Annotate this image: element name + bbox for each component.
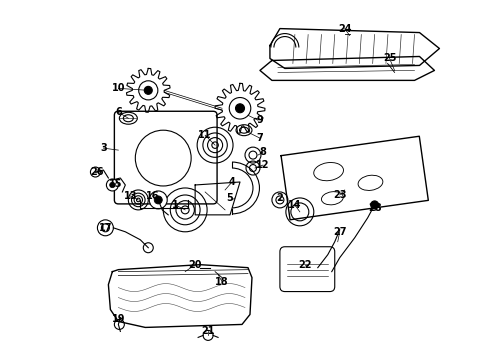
Text: 23: 23 [333,190,346,200]
Circle shape [144,86,152,94]
Text: 22: 22 [298,260,312,270]
Text: 19: 19 [112,314,125,324]
Text: 26: 26 [91,167,104,177]
Text: 13: 13 [123,191,137,201]
Text: 20: 20 [188,260,202,270]
Text: 6: 6 [115,107,122,117]
Text: 3: 3 [100,143,107,153]
Text: 8: 8 [260,147,267,157]
Circle shape [370,201,379,209]
Text: 25: 25 [383,54,396,63]
Text: 16: 16 [146,191,159,201]
Text: 2: 2 [276,193,283,203]
Text: 28: 28 [368,203,381,213]
Text: 1: 1 [172,200,178,210]
Text: 10: 10 [112,84,125,93]
Text: 24: 24 [338,24,351,33]
Text: 27: 27 [333,227,346,237]
Text: 5: 5 [227,193,233,203]
Text: 4: 4 [229,177,235,187]
Text: 14: 14 [288,200,302,210]
Circle shape [154,196,162,204]
Circle shape [106,179,119,191]
Text: 7: 7 [257,133,263,143]
Text: 9: 9 [257,115,263,125]
Text: 21: 21 [201,327,215,336]
Circle shape [236,104,245,113]
Text: 17: 17 [98,223,112,233]
Text: 18: 18 [215,276,229,287]
Circle shape [143,243,153,253]
Text: 15: 15 [109,179,122,189]
Circle shape [110,182,115,188]
Text: 12: 12 [256,160,270,170]
Circle shape [98,220,113,236]
Text: 11: 11 [198,130,212,140]
Circle shape [149,191,167,209]
